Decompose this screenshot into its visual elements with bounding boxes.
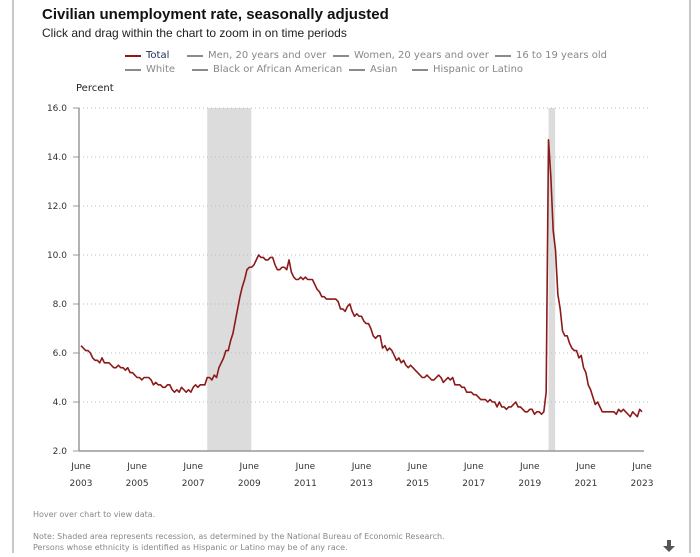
legend-label: Total — [146, 50, 170, 61]
x-tick-label-month: June — [519, 462, 540, 472]
x-tick-label-year: 2013 — [350, 479, 373, 489]
x-tick-label-year: 2021 — [574, 479, 597, 489]
x-tick-label-year: 2019 — [518, 479, 541, 489]
legend-label: Women, 20 years and over — [354, 50, 489, 61]
legend-swatch-icon — [412, 68, 428, 71]
recession-band — [548, 108, 556, 451]
x-tick-label-month: June — [126, 462, 147, 472]
legend-swatch-icon — [192, 68, 208, 71]
legend-label: White — [146, 64, 176, 75]
legend: Total Men, 20 years and over Women, 20 y… — [0, 0, 700, 80]
y-tick-labels: 2.0 4.0 6.0 8.0 10.0 12.0 14.0 16.0 — [47, 104, 67, 457]
legend-item-total[interactable]: Total — [125, 50, 169, 61]
y-axis-label: Percent — [76, 83, 114, 94]
y-tick-label: 12.0 — [47, 202, 67, 212]
x-tick-label-month: June — [182, 462, 203, 472]
y-tick-label: 6.0 — [53, 349, 68, 359]
hover-hint: Hover over chart to view data. — [33, 510, 156, 519]
legend-item-hispanic[interactable]: Hispanic or Latino — [412, 64, 523, 75]
gridlines — [73, 107, 650, 452]
x-tick-label-year: 2003 — [70, 479, 93, 489]
x-tick-label-month: June — [238, 462, 259, 472]
legend-label: Black or African American — [213, 64, 343, 75]
legend-swatch-icon — [125, 54, 141, 57]
y-tick-label: 10.0 — [47, 251, 67, 261]
y-tick-label: 16.0 — [47, 104, 67, 114]
x-tick-label-month: June — [295, 462, 316, 472]
legend-swatch-icon — [125, 68, 141, 71]
x-tick-label-year: 2009 — [238, 479, 261, 489]
x-tick-labels: June 2003 June 2005 June 2007 June 2009 June 2011… — [70, 462, 654, 489]
legend-item-black[interactable]: Black or African American — [192, 64, 342, 75]
legend-item-asian[interactable]: Asian — [349, 64, 397, 75]
series-line-total[interactable] — [80, 139, 643, 418]
download-arrow-icon[interactable] — [662, 538, 676, 552]
legend-item-16-to-19[interactable]: 16 to 19 years old — [495, 50, 607, 61]
x-tick-label-year: 2015 — [406, 479, 429, 489]
page-border-right — [689, 0, 691, 553]
y-tick-label: 14.0 — [47, 153, 67, 163]
y-tick-label: 2.0 — [53, 447, 68, 457]
note-recession: Note: Shaded area represents recession, … — [33, 532, 445, 541]
x-tick-label-month: June — [463, 462, 484, 472]
x-tick-label-month: June — [575, 462, 596, 472]
legend-label: Men, 20 years and over — [208, 50, 327, 61]
x-tick-label-month: June — [631, 462, 652, 472]
recession-bands — [207, 108, 556, 451]
legend-item-white[interactable]: White — [125, 64, 175, 75]
x-tick-label-year: 2005 — [126, 479, 149, 489]
x-tick-label-month: June — [70, 462, 91, 472]
x-tick-label-month: June — [351, 462, 372, 472]
legend-swatch-icon — [187, 54, 203, 57]
x-tick-label-year: 2017 — [462, 479, 485, 489]
x-tick-label-month: June — [407, 462, 428, 472]
x-tick-label-year: 2011 — [294, 479, 317, 489]
note-hispanic: Persons whose ethnicity is identified as… — [33, 543, 348, 552]
legend-swatch-icon — [333, 54, 349, 57]
chart-title: Civilian unemployment rate, seasonally a… — [42, 6, 389, 23]
y-tick-label: 8.0 — [53, 300, 68, 310]
page-border-left — [12, 0, 14, 553]
legend-label: Hispanic or Latino — [433, 64, 524, 75]
x-tick-label-year: 2023 — [631, 479, 654, 489]
chart-subtitle: Click and drag within the chart to zoom … — [42, 26, 347, 40]
y-tick-label: 4.0 — [53, 398, 68, 408]
legend-swatch-icon — [495, 54, 511, 57]
legend-label: 16 to 19 years old — [516, 50, 607, 61]
x-tick-label-year: 2007 — [182, 479, 205, 489]
series-layer — [80, 139, 643, 418]
legend-item-men-20-over[interactable]: Men, 20 years and over — [187, 50, 326, 61]
axes — [78, 108, 644, 452]
legend-item-women-20-over[interactable]: Women, 20 years and over — [333, 50, 489, 61]
legend-label: Asian — [370, 64, 398, 75]
legend-swatch-icon — [349, 68, 365, 71]
